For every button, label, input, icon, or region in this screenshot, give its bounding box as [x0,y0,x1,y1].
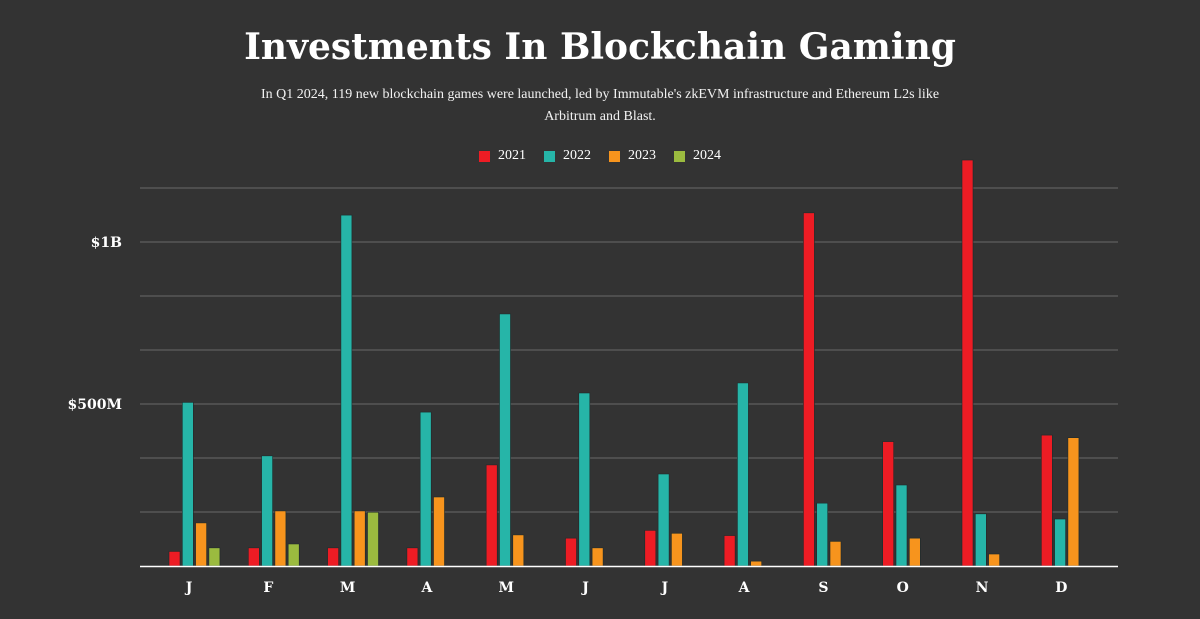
legend-item-2022: 2022 [544,148,591,164]
chart-title: Investments In Blockchain Gaming [244,26,956,68]
bar-2022-7 [737,382,749,567]
bar-2022-0 [182,402,194,567]
y-tick-label: $500M [68,397,122,413]
bar-2021-7 [723,535,736,567]
bar-2021-11 [1041,434,1053,567]
bar-2023-7 [750,560,763,567]
x-tick-label: M [340,580,356,596]
bar-2023-2 [353,510,366,567]
legend-item-2023: 2023 [609,148,656,164]
legend-label: 2022 [563,148,591,163]
bar-2023-8 [829,541,842,567]
bar-2021-6 [644,530,657,567]
bar-2022-9 [895,484,908,567]
x-tick-label: J [659,580,668,596]
bar-2024-1 [287,543,300,567]
bar-2023-11 [1067,437,1080,567]
bar-2023-9 [908,537,921,567]
x-tick-label: J [580,580,589,596]
x-tick-label: F [263,580,273,596]
y-tick-label: $1B [91,235,122,251]
legend-label: 2021 [498,148,526,163]
bar-2021-5 [565,537,577,567]
bar-2022-1 [261,455,273,567]
bar-2021-0 [168,551,181,567]
bar-2021-9 [882,441,895,567]
legend-swatch [674,150,685,162]
x-tick-label: O [897,580,909,596]
bar-2022-2 [340,214,353,567]
legend-swatch [479,150,490,162]
legend-swatch [544,150,555,162]
bar-2023-1 [274,510,287,567]
x-tick-label: A [420,580,433,596]
bar-2022-11 [1054,518,1066,567]
x-tick-label: N [976,580,989,596]
bar-2022-3 [419,411,432,567]
chart-subtitle: In Q1 2024, 119 new blockchain games wer… [260,87,940,124]
bar-2023-0 [195,522,207,567]
bar-2021-3 [406,547,419,567]
bar-2021-4 [485,464,498,567]
bar-2022-5 [578,392,591,567]
bar-2022-6 [657,473,670,567]
bar-2022-10 [974,513,987,567]
bar-2024-0 [208,547,221,567]
bar-2022-8 [816,502,829,567]
x-tick-label: S [818,580,828,596]
bar-2023-10 [988,553,1000,567]
legend-item-2024: 2024 [674,148,721,164]
legend-swatch [609,150,620,162]
bar-2023-4 [512,534,525,567]
legend: 2021 2022 2023 2024 [0,148,1200,164]
bar-2023-6 [671,532,683,567]
bar-2023-3 [433,496,445,567]
bar-2022-4 [499,313,511,567]
bar-2021-10 [961,159,974,567]
bar-2021-1 [248,547,260,567]
x-tick-label: M [498,580,514,596]
bar-2023-5 [591,547,604,567]
x-tick-label: J [184,580,193,596]
legend-label: 2024 [693,148,721,163]
legend-item-2021: 2021 [479,148,526,164]
legend-label: 2023 [628,148,656,163]
x-tick-label: A [738,580,751,596]
x-tick-label: D [1055,580,1067,596]
bar-2024-2 [367,511,379,567]
bar-2021-8 [803,212,815,567]
bar-2021-2 [327,547,339,567]
